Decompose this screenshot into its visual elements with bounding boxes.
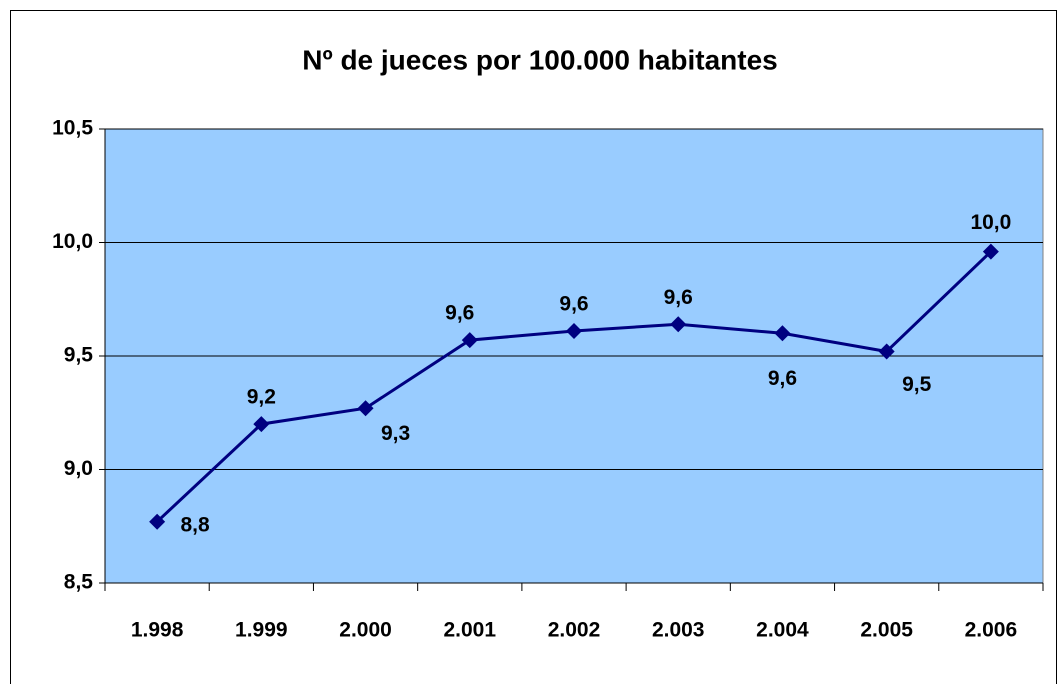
marker xyxy=(461,332,478,349)
chart-title: Nº de jueces por 100.000 habitantes xyxy=(302,44,778,75)
marker xyxy=(670,316,687,333)
data-label: 9,6 xyxy=(445,302,474,325)
x-tick-label: 2.006 xyxy=(965,619,1018,642)
data-label: 9,6 xyxy=(664,286,693,309)
data-label: 8,8 xyxy=(181,513,211,536)
y-tick-label: 8,5 xyxy=(64,571,94,594)
data-label: 9,2 xyxy=(247,386,276,409)
x-tick-label: 2.004 xyxy=(756,619,809,642)
marker xyxy=(357,400,374,417)
x-tick-label: 2.001 xyxy=(443,619,496,642)
marker xyxy=(566,323,582,340)
x-tick-label: 2.005 xyxy=(860,619,913,642)
y-tick-label: 10,0 xyxy=(52,230,93,253)
x-tick-label: 2.000 xyxy=(339,619,392,642)
y-tick-label: 10,5 xyxy=(52,117,93,140)
marker xyxy=(253,416,270,433)
data-label: 9,6 xyxy=(559,293,588,316)
x-tick-label: 2.002 xyxy=(548,619,601,642)
marker xyxy=(982,243,999,260)
data-label: 9,3 xyxy=(381,422,410,445)
x-tick-label: 2.003 xyxy=(652,619,705,642)
y-tick-label: 9,5 xyxy=(64,344,94,367)
data-label: 9,5 xyxy=(902,373,932,396)
marker xyxy=(149,513,166,530)
marker xyxy=(878,343,895,360)
data-label: 10,0 xyxy=(970,211,1011,234)
y-tick-label: 9,0 xyxy=(64,457,93,480)
x-tick-label: 1.999 xyxy=(235,619,288,642)
data-label: 9,6 xyxy=(768,367,797,390)
x-tick-label: 1.998 xyxy=(131,619,184,642)
marker xyxy=(774,325,791,342)
